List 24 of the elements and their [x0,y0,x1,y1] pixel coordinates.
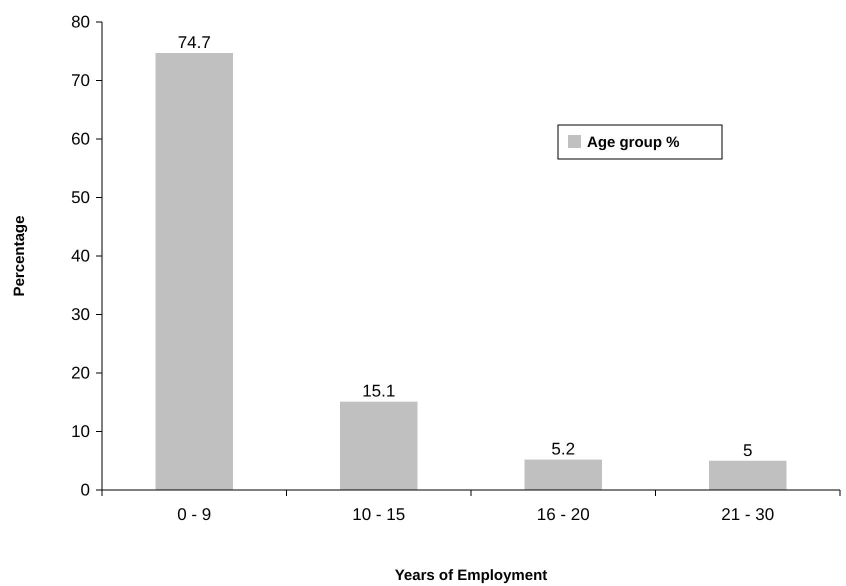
bar [709,460,786,490]
y-tick-label: 60 [71,129,90,148]
data-label: 5.2 [551,440,576,459]
bar [524,460,602,490]
x-tick-label: 0 - 9 [177,505,212,524]
data-label: 74.7 [178,33,211,52]
data-label: 5 [743,440,752,460]
y-tick-label: 80 [71,12,90,32]
y-tick-label: 50 [71,188,90,207]
data-label: 15.1 [362,382,396,401]
bar [340,402,418,490]
x-axis-title: Years of Employment [394,567,548,584]
y-axis-title: Percentage [11,216,28,296]
y-tick-label: 10 [71,422,90,441]
bar [156,53,233,490]
y-tick-label: 0 [80,480,90,500]
legend-label: Age group % [587,134,680,151]
x-tick-label: 21 - 30 [721,505,774,524]
x-tick-label: 16 - 20 [536,505,590,524]
y-tick-label: 40 [71,246,90,266]
y-tick-label: 30 [71,304,90,324]
x-tick-label: 10 - 15 [352,505,406,524]
y-tick-label: 20 [71,363,90,382]
y-tick-label: 70 [71,70,90,90]
